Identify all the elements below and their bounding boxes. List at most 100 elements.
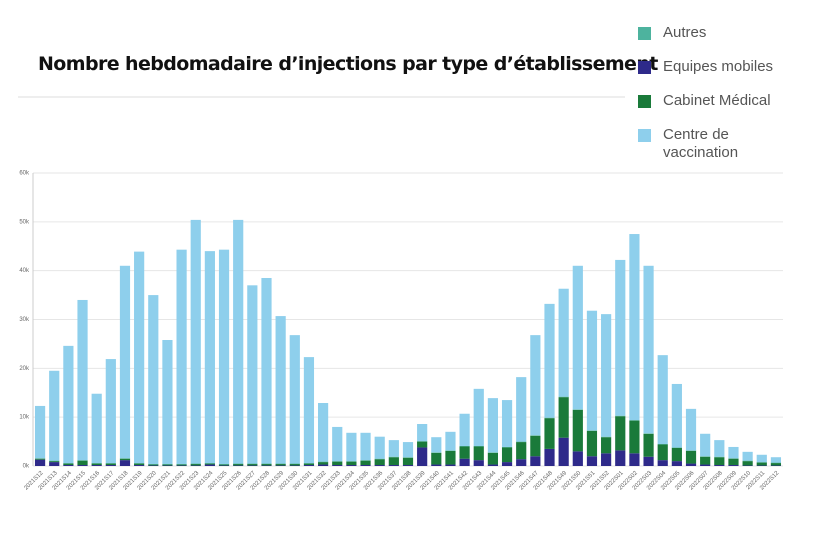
legend-item: Cabinet Médical: [638, 92, 813, 110]
bar-segment: [643, 433, 654, 457]
bar-segment: [473, 388, 484, 446]
bar-segment: [459, 458, 470, 466]
bar-segment: [105, 463, 116, 466]
bar-segment: [558, 288, 569, 397]
bar-segment: [558, 397, 569, 438]
bar-segment: [233, 464, 244, 466]
bar-segment: [657, 460, 668, 466]
bar-segment: [685, 463, 697, 466]
bar-segment: [148, 464, 159, 466]
bar-segment: [615, 416, 626, 451]
bar-segment: [204, 464, 215, 466]
bar-segment: [516, 442, 527, 460]
bar-segment: [629, 234, 640, 421]
bar-segment: [756, 462, 767, 466]
bar-segment: [77, 465, 88, 466]
bar-segment: [572, 409, 583, 452]
legend-label: Autres: [663, 24, 707, 41]
bar-segment: [388, 465, 399, 466]
bar-segment: [261, 277, 272, 464]
bar-segment: [49, 461, 60, 463]
bar-segment: [63, 345, 74, 464]
bar-segment: [728, 465, 739, 466]
bar-segment: [332, 426, 343, 462]
bar-segment: [360, 432, 371, 461]
bar-segment: [671, 447, 682, 462]
bar-segment: [91, 465, 102, 466]
legend-item: Equipes mobiles: [638, 58, 813, 76]
bar-segment: [303, 357, 315, 464]
y-tick-label: 0k: [23, 464, 30, 470]
bar-segment: [501, 447, 513, 463]
bar-segment: [402, 457, 414, 466]
bar-segment: [77, 460, 88, 466]
bar-segment: [204, 251, 215, 464]
bar-segment: [714, 465, 725, 466]
y-tick-label: 20k: [19, 366, 30, 372]
bar-segment: [417, 441, 428, 448]
bar-segment: [615, 259, 626, 416]
legend-swatch: [638, 61, 651, 74]
y-tick-label: 60k: [19, 171, 30, 177]
bar-segment: [445, 464, 456, 466]
bar-segment: [643, 456, 654, 466]
bar-segment: [530, 435, 541, 457]
bar-segment: [572, 451, 583, 466]
bar-segment: [586, 456, 598, 466]
bar-segment: [289, 335, 300, 464]
bar-segment: [586, 310, 598, 431]
bar-segment: [63, 463, 74, 466]
y-tick-label: 10k: [19, 415, 30, 421]
bar-segment: [63, 465, 74, 466]
bar-segment: [586, 430, 598, 457]
bar-segment: [204, 463, 215, 465]
bar-segment: [558, 437, 569, 466]
bar-segment: [318, 403, 329, 462]
bar-segment: [615, 450, 626, 466]
bar-segment: [431, 437, 442, 453]
bar-segment: [516, 459, 527, 466]
y-tick-label: 30k: [19, 317, 30, 323]
bar-segment: [459, 413, 470, 446]
bar-segment: [77, 299, 88, 461]
bar-segment: [770, 463, 782, 466]
bar-segment: [388, 457, 399, 466]
bar-segment: [247, 285, 258, 464]
bar-segment: [629, 420, 640, 454]
bar-segment: [756, 454, 767, 463]
bar-segment: [530, 456, 541, 466]
bar-segment: [34, 405, 46, 459]
bar-segment: [190, 219, 201, 464]
chart-title: Nombre hebdomadaire d’injections par typ…: [38, 53, 658, 75]
bar-segment: [445, 431, 456, 451]
bar-segment: [714, 440, 725, 457]
legend-item: Autres: [638, 24, 813, 42]
bar-segment: [728, 458, 739, 466]
bar-segment: [34, 458, 46, 460]
bar-segment: [487, 398, 498, 453]
bar-segment: [247, 464, 258, 466]
bar-segment: [105, 359, 116, 464]
bar-segment: [318, 464, 329, 466]
bar-segment: [487, 452, 498, 465]
bar-segment: [332, 465, 343, 466]
bar-segment: [318, 462, 329, 465]
bar-segment: [459, 446, 470, 459]
bar-segment: [176, 464, 187, 466]
legend: Autres Equipes mobiles Cabinet Médical Cent…: [638, 24, 813, 178]
legend-swatch: [638, 27, 651, 40]
bar-segment: [346, 465, 357, 466]
bar-segment: [261, 464, 272, 466]
bar-segment: [487, 464, 498, 466]
legend-item: Centre de vaccination: [638, 126, 813, 162]
bar-segment: [134, 251, 145, 464]
bar-segment: [134, 463, 145, 466]
bar-segment: [119, 265, 131, 459]
bar-segment: [742, 451, 753, 461]
bar-segment: [445, 450, 456, 465]
bar-segment: [374, 459, 385, 466]
bar-segment: [275, 464, 286, 466]
bar-segment: [233, 219, 244, 464]
